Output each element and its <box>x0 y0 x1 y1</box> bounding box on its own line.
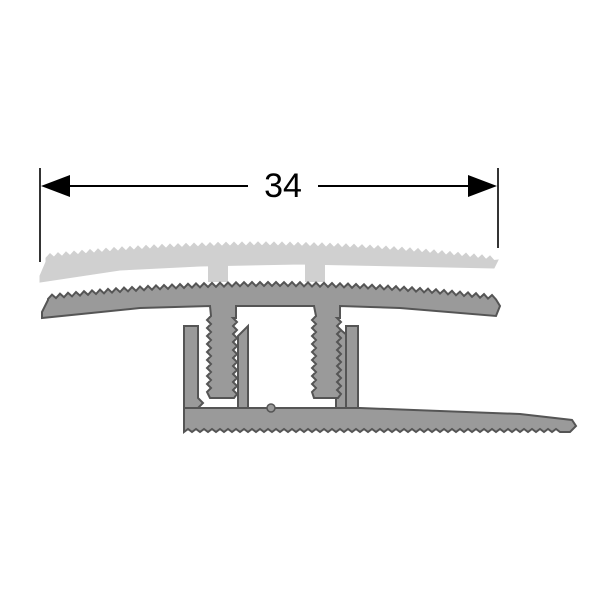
ghost-cap-leg-right <box>305 262 325 282</box>
base-bump <box>266 403 276 413</box>
dimension-arrow-left <box>41 175 70 197</box>
clip-wall-left <box>183 325 205 409</box>
clip-wall-inner-left <box>237 323 249 409</box>
base-rail-profile <box>183 407 578 434</box>
dimension-arrow-right <box>468 175 497 197</box>
ghost-cap-profile <box>39 241 499 283</box>
clip-wall-right <box>345 325 359 409</box>
dimension-value: 34 <box>264 167 302 205</box>
ghost-cap-body <box>39 241 499 283</box>
ghost-cap-leg-left <box>208 262 228 282</box>
top-cap-profile <box>41 280 502 399</box>
